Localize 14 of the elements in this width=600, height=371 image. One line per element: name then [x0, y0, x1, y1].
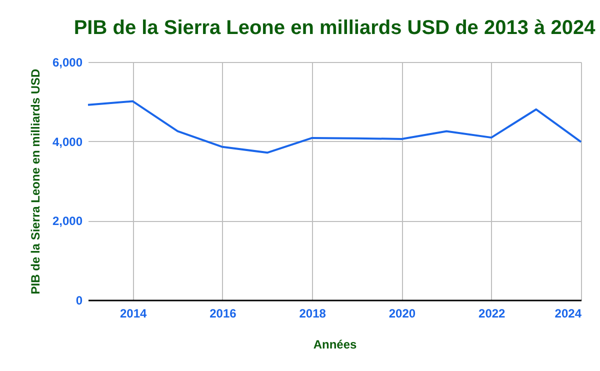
y-tick-label: 4,000	[52, 134, 83, 149]
x-tick-label: 2018	[299, 306, 326, 320]
y-axis-title: PIB de la Sierra Leone en milliards USD	[28, 68, 42, 294]
y-tick-label: 0	[76, 294, 83, 308]
x-tick-label: 2022	[478, 306, 506, 320]
x-axis-title: Années	[313, 338, 357, 352]
x-tick-label: 2024	[554, 306, 582, 320]
line-series	[87, 100, 582, 154]
y-tick-label: 2,000	[52, 214, 83, 228]
x-tick-label: 2020	[388, 306, 416, 320]
y-tick-label: 6,000	[52, 56, 83, 70]
x-tick-label: 2016	[210, 306, 237, 320]
x-tick-label: 2014	[120, 306, 147, 320]
chart-title: PIB de la Sierra Leone en milliards USD de 2013 à 2024	[74, 17, 596, 39]
